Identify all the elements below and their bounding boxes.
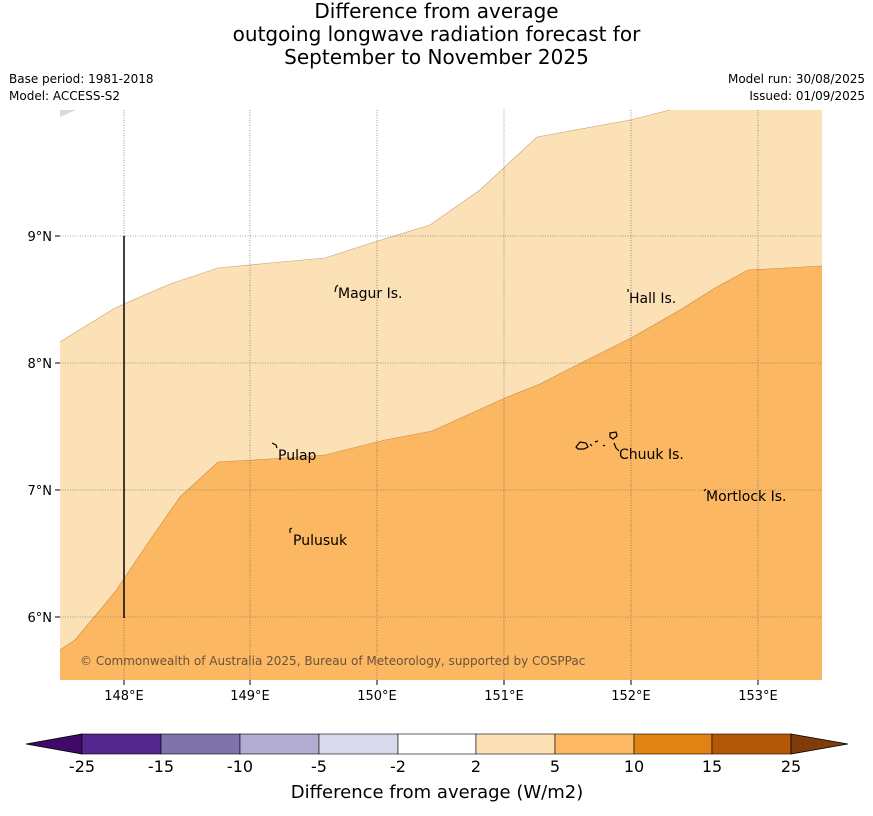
colorbar-segment [81, 733, 162, 755]
colorbar-segment [475, 733, 556, 755]
island-pulusuk [289, 527, 293, 533]
colorbar-tick-label: 2 [471, 757, 481, 776]
colorbar-segment [633, 733, 713, 755]
place-label-magur: Magur Is. [338, 286, 403, 302]
colorbar-tick-label: -5 [311, 757, 327, 776]
place-label-pulusuk: Pulusuk [293, 533, 348, 549]
colorbar-tick-label: -25 [69, 757, 95, 776]
title-line-2: outgoing longwave radiation forecast for [232, 22, 641, 46]
y-tick-label-8n: 8°N [28, 357, 53, 372]
y-tick-label-6n: 6°N [28, 611, 53, 626]
contour-line-5 [60, 265, 822, 651]
island-pulap [271, 442, 278, 449]
title-line-3: September to November 2025 [284, 45, 589, 69]
colorbar-tick-label: -10 [227, 757, 253, 776]
y-tick-label-9n: 9°N [28, 230, 53, 245]
x-tick-label-150e: 150°E [357, 689, 397, 704]
contour-line-2 [60, 110, 671, 343]
island-mortlock [703, 488, 707, 492]
colorbar-segment [711, 733, 792, 755]
x-tick-label-149e: 149°E [230, 689, 270, 704]
colorbar-segment [397, 733, 477, 755]
x-tick-label-148e: 148°E [104, 689, 144, 704]
colorbar-tick-label: 15 [702, 757, 722, 776]
colorbar-tick-label: -2 [390, 757, 406, 776]
x-tick-label-153e: 153°E [738, 689, 778, 704]
colorbar-extend-low [25, 733, 83, 755]
y-tick-label-7n: 7°N [28, 484, 53, 499]
place-label-hall: Hall Is. [629, 291, 676, 307]
x-tick-label-152e: 152°E [611, 689, 651, 704]
colorbar-segment [318, 733, 399, 755]
island-magur [334, 284, 339, 293]
colorbar-tick-label: -15 [148, 757, 174, 776]
place-label-chuuk: Chuuk Is. [619, 447, 684, 463]
contour-band-minus5-minus2 [60, 110, 76, 117]
islands [271, 284, 707, 533]
model-name: Model: ACCESS-S2 [9, 89, 121, 103]
colorbar: -25 -15 -10 -5 -2 2 5 10 15 25 Differenc… [25, 733, 849, 803]
meta-left: Base period: 1981-2018 Model: ACCESS-S2 [9, 71, 154, 105]
colorbar-tick-label: 25 [781, 757, 801, 776]
place-label-pulap: Pulap [278, 448, 317, 464]
copyright-notice: © Commonwealth of Australia 2025, Bureau… [80, 654, 585, 668]
x-axis: 148°E 149°E 150°E 151°E 152°E 153°E [104, 680, 778, 704]
colorbar-extend-high [790, 733, 849, 755]
chart-title: Difference from average outgoing longwav… [0, 0, 873, 69]
colorbar-title: Difference from average (W/m2) [291, 782, 583, 803]
x-tick-label-151e: 151°E [484, 689, 524, 704]
model-run: Model run: 30/08/2025 [727, 72, 865, 86]
meta-right: Model run: 30/08/2025 Issued: 01/09/2025 [728, 71, 865, 105]
issued-date: Issued: 01/09/2025 [749, 89, 865, 103]
map-area: Magur Is. Hall Is. Pulap Chuuk Is. Mortl… [60, 110, 822, 680]
colorbar-tick-label: 5 [550, 757, 560, 776]
colorbar-segment [160, 733, 241, 755]
colorbar-segment [239, 733, 320, 755]
y-axis: 9°N 8°N 7°N 6°N [28, 230, 60, 626]
base-period: Base period: 1981-2018 [9, 72, 154, 86]
title-line-1: Difference from average [314, 0, 559, 23]
place-label-mortlock: Mortlock Is. [706, 489, 786, 505]
colorbar-tick-label: 10 [624, 757, 644, 776]
colorbar-segment [554, 733, 635, 755]
island-chuuk [575, 431, 620, 452]
contour-band-5-10 [60, 266, 822, 680]
